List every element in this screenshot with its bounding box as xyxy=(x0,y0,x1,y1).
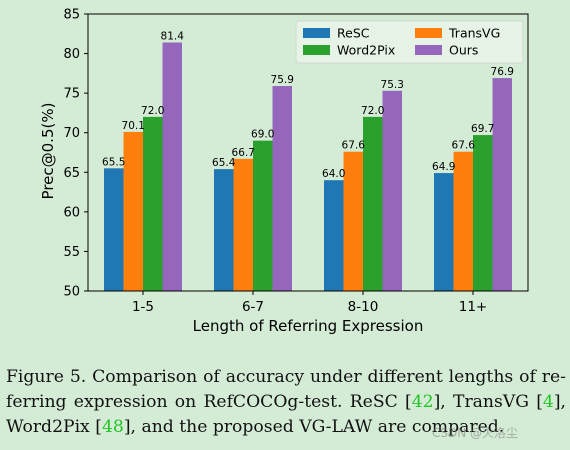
x-axis-label: Length of Referring Expression xyxy=(193,317,424,335)
y-axis-label: Prec@0.5(%) xyxy=(39,103,57,200)
value-label-resc-1-5: 65.5 xyxy=(102,156,125,168)
figure-caption: Figure 5. Comparison of accuracy under d… xyxy=(6,365,566,440)
citation-transvg[interactable]: 4 xyxy=(542,392,554,412)
bar-ours-8-10 xyxy=(382,90,402,291)
legend-swatch-resc xyxy=(303,28,330,38)
bar-resc-8-10 xyxy=(324,180,344,291)
x-tick-label-11+: 11+ xyxy=(459,299,488,315)
value-label-ours-6-7: 75.9 xyxy=(271,74,294,86)
value-label-transvg-8-10: 67.6 xyxy=(342,140,366,152)
citation-word2pix[interactable]: 48 xyxy=(101,417,124,437)
legend-label-ours: Ours xyxy=(449,43,478,58)
value-label-word2pix-6-7: 69.0 xyxy=(251,129,274,141)
x-tick-label-8-10: 8-10 xyxy=(348,299,379,315)
x-tick-label-1-5: 1-5 xyxy=(132,299,154,315)
value-labels-group: 65.5 70.1 72.0 81.4 65.466.7 69.0 75.9 64.0 67.6… xyxy=(102,30,514,180)
y-tick-label-50: 50 xyxy=(63,285,80,300)
value-label-ours-11+: 76.9 xyxy=(491,66,514,78)
chart-svg: 65.5 70.1 72.0 81.4 65.466.7 69.0 75.9 64.0 67.6… xyxy=(39,8,529,335)
axes-group: 1-5 6-7 8-10 11+ 50 55 60 65 70 75 80 85 xyxy=(63,8,529,315)
bar-word2pix-1-5 xyxy=(143,116,163,291)
value-label-resc-11+: 64.9 xyxy=(432,161,455,173)
value-label-ours-8-10: 75.3 xyxy=(381,79,404,91)
legend-label-transvg: TransVG xyxy=(448,26,500,41)
caption-text-4: ], xyxy=(553,392,567,412)
bar-transvg-11+ xyxy=(453,151,473,291)
caption-text-1: Comparison of accuracy under different l… xyxy=(92,367,566,387)
legend-swatch-ours xyxy=(415,45,442,55)
legend-swatch-word2pix xyxy=(303,45,330,55)
caption-text-6: ], and the proposed VG-LAW are compared. xyxy=(123,417,505,437)
bar-ours-11+ xyxy=(492,78,512,291)
caption-text-5: Word2Pix [ xyxy=(6,417,102,437)
bar-word2pix-6-7 xyxy=(253,140,273,291)
legend-label-word2pix: Word2Pix xyxy=(337,43,395,58)
y-tick-label-55: 55 xyxy=(63,245,80,260)
x-tick-label-6-7: 6-7 xyxy=(242,299,264,315)
legend-box xyxy=(295,20,524,64)
value-label-transvg-6-7: 66.7 xyxy=(232,147,255,159)
bar-ours-6-7 xyxy=(272,86,292,292)
value-label-resc-8-10: 64.0 xyxy=(322,168,345,180)
y-tick-label-70: 70 xyxy=(63,126,80,141)
y-tick-label-85: 85 xyxy=(63,8,80,23)
bar-transvg-6-7 xyxy=(233,158,253,291)
caption-text-3: ], TransVG [ xyxy=(433,392,543,412)
bar-resc-6-7 xyxy=(214,169,234,291)
value-label-resc-6-7: 65.4 xyxy=(212,157,236,169)
bar-transvg-8-10 xyxy=(343,151,363,291)
caption-label: Figure 5. xyxy=(6,367,87,387)
legend: ReSC TransVG Word2Pix Ours xyxy=(295,20,524,64)
y-tick-label-60: 60 xyxy=(63,205,80,220)
bars-group xyxy=(104,42,512,292)
bar-chart: 65.5 70.1 72.0 81.4 65.4 66.7 69.0 75.9 64.0 67.6… xyxy=(39,8,529,335)
value-label-word2pix-8-10: 72.0 xyxy=(361,105,384,117)
legend-label-resc: ReSC xyxy=(337,26,370,41)
bar-ours-1-5 xyxy=(162,42,182,292)
bar-resc-1-5 xyxy=(104,168,124,291)
watermark: CSDN @火洛尘 xyxy=(431,426,518,440)
citation-resc[interactable]: 42 xyxy=(411,392,434,412)
y-tick-label-75: 75 xyxy=(63,87,80,102)
bar-resc-11+ xyxy=(434,173,454,291)
value-label-word2pix-1-5: 72.0 xyxy=(141,105,164,117)
value-label-word2pix-11+: 69.7 xyxy=(471,123,494,135)
value-label-transvg-11+: 67.6 xyxy=(452,140,476,152)
bar-word2pix-8-10 xyxy=(363,116,383,291)
y-tick-label-65: 65 xyxy=(63,166,80,181)
y-tick-label-80: 80 xyxy=(63,47,80,62)
caption-text-2: ferring expression on RefCOCOg-test. ReS… xyxy=(6,392,412,412)
value-label-transvg-1-5: 70.1 xyxy=(122,120,145,132)
legend-swatch-transvg xyxy=(415,28,442,38)
plot-frame xyxy=(87,13,529,292)
bar-transvg-1-5 xyxy=(123,131,143,291)
bar-word2pix-11+ xyxy=(473,135,493,291)
value-label-ours-1-5: 81.4 xyxy=(161,30,185,42)
